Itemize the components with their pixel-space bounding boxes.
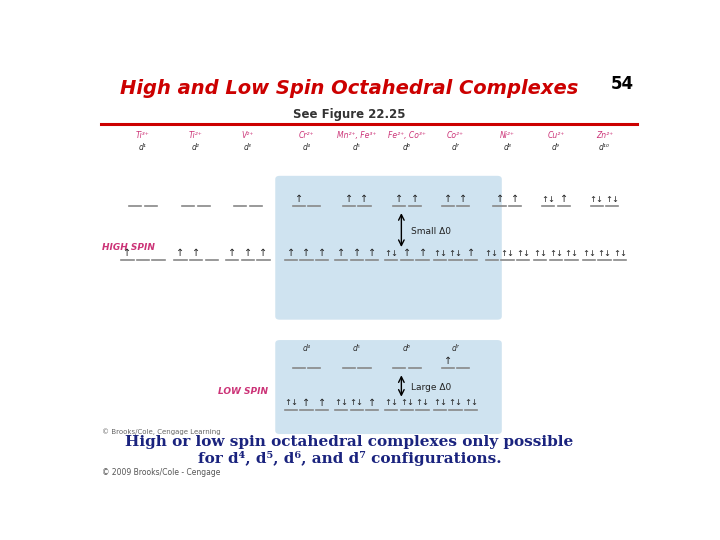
Text: ↑: ↑ <box>192 248 200 258</box>
Text: ↑: ↑ <box>369 398 377 408</box>
Text: ↑: ↑ <box>337 248 345 258</box>
Text: ↑: ↑ <box>244 248 252 258</box>
Text: © Brooks/Cole, Cengage Learning: © Brooks/Cole, Cengage Learning <box>102 428 221 435</box>
Text: ↑: ↑ <box>302 398 310 408</box>
Text: Cr²⁺: Cr²⁺ <box>299 131 314 140</box>
Text: ↑↓: ↑↓ <box>541 194 555 204</box>
Text: ↑: ↑ <box>403 248 411 258</box>
Text: See Figure 22.25: See Figure 22.25 <box>293 109 406 122</box>
Text: ↑↓: ↑↓ <box>549 248 563 258</box>
Text: d⁴: d⁴ <box>302 144 310 152</box>
Text: ↑: ↑ <box>302 248 310 258</box>
Text: ↑↓: ↑↓ <box>564 248 579 258</box>
Text: ↑: ↑ <box>559 194 568 204</box>
Text: ↑↓: ↑↓ <box>433 248 447 258</box>
Text: ↑↓: ↑↓ <box>384 248 398 258</box>
Text: ↑: ↑ <box>176 248 184 258</box>
Text: Co²⁺: Co²⁺ <box>447 131 464 140</box>
Text: ↑: ↑ <box>459 194 467 204</box>
Text: ↑: ↑ <box>318 248 326 258</box>
Text: High or low spin octahedral complexes only possible: High or low spin octahedral complexes on… <box>125 435 574 449</box>
Text: ↑↓: ↑↓ <box>500 248 514 258</box>
Text: ↑: ↑ <box>444 194 451 204</box>
Text: ↑↓: ↑↓ <box>449 248 462 258</box>
Text: LOW SPIN: LOW SPIN <box>218 387 269 396</box>
Text: d¹: d¹ <box>139 144 147 152</box>
Text: Ni²⁺: Ni²⁺ <box>500 131 515 140</box>
Text: ↑↓: ↑↓ <box>534 248 547 258</box>
Text: Cu²⁺: Cu²⁺ <box>547 131 564 140</box>
Text: d⁴: d⁴ <box>302 344 310 353</box>
Text: d⁹: d⁹ <box>552 144 560 152</box>
Text: High and Low Spin Octahedral Complexes: High and Low Spin Octahedral Complexes <box>120 79 579 98</box>
FancyBboxPatch shape <box>275 176 502 320</box>
Text: Fe²⁺, Co³⁺: Fe²⁺, Co³⁺ <box>388 131 426 140</box>
Text: ↑↓: ↑↓ <box>334 399 348 407</box>
Text: ↑: ↑ <box>259 248 268 258</box>
Text: ↑↓: ↑↓ <box>582 248 596 258</box>
Text: ↑↓: ↑↓ <box>384 399 398 407</box>
Text: ↑↓: ↑↓ <box>598 248 611 258</box>
Text: ↑: ↑ <box>345 194 353 204</box>
Text: ↑: ↑ <box>369 248 377 258</box>
Text: d³: d³ <box>244 144 252 152</box>
Text: Small Δ0: Small Δ0 <box>411 227 451 235</box>
Text: d⁵: d⁵ <box>353 344 361 353</box>
Text: d⁶: d⁶ <box>403 344 411 353</box>
Text: ↑: ↑ <box>444 356 451 366</box>
Text: ↑↓: ↑↓ <box>464 399 478 407</box>
FancyBboxPatch shape <box>275 340 502 434</box>
Text: ↑↓: ↑↓ <box>516 248 530 258</box>
Text: d⁷: d⁷ <box>451 144 459 152</box>
Text: ↑↓: ↑↓ <box>613 248 627 258</box>
Text: ↑: ↑ <box>495 194 503 204</box>
Text: Ti³⁺: Ti³⁺ <box>136 131 150 140</box>
Text: ↑↓: ↑↓ <box>449 399 462 407</box>
Text: ↑↓: ↑↓ <box>350 399 364 407</box>
Text: d¹⁰: d¹⁰ <box>599 144 610 152</box>
Text: © 2009 Brooks/Cole - Cengage: © 2009 Brooks/Cole - Cengage <box>102 468 220 477</box>
Text: HIGH SPIN: HIGH SPIN <box>102 243 155 252</box>
Text: ↑: ↑ <box>294 194 302 204</box>
Text: Large Δ0: Large Δ0 <box>411 382 451 392</box>
Text: ↑: ↑ <box>418 248 427 258</box>
Text: Ti²⁺: Ti²⁺ <box>189 131 203 140</box>
Text: ↑↓: ↑↓ <box>433 399 447 407</box>
Text: ↑: ↑ <box>467 248 475 258</box>
Text: ↑: ↑ <box>511 194 519 204</box>
Text: ↑: ↑ <box>228 248 236 258</box>
Text: d⁷: d⁷ <box>451 344 459 353</box>
Text: for d⁴, d⁵, d⁶, and d⁷ configurations.: for d⁴, d⁵, d⁶, and d⁷ configurations. <box>198 451 501 467</box>
Text: ↑↓: ↑↓ <box>606 194 619 204</box>
Text: ↑: ↑ <box>287 248 295 258</box>
Text: ↑↓: ↑↓ <box>590 194 603 204</box>
Text: ↑: ↑ <box>410 194 419 204</box>
Text: d²: d² <box>192 144 200 152</box>
Text: ↑: ↑ <box>361 194 369 204</box>
Text: d⁶: d⁶ <box>403 144 411 152</box>
Text: Zn²⁺: Zn²⁺ <box>596 131 613 140</box>
Text: V²⁺: V²⁺ <box>242 131 254 140</box>
Text: ↑: ↑ <box>353 248 361 258</box>
Text: Mn²⁺, Fe³⁺: Mn²⁺, Fe³⁺ <box>337 131 377 140</box>
Text: d⁵: d⁵ <box>353 144 361 152</box>
Text: ↑: ↑ <box>318 398 326 408</box>
Text: ↑↓: ↑↓ <box>400 399 414 407</box>
Text: ↑: ↑ <box>123 248 132 258</box>
Text: ↑: ↑ <box>395 194 403 204</box>
Text: d⁸: d⁸ <box>503 144 511 152</box>
Text: 54: 54 <box>611 75 634 93</box>
Text: ↑↓: ↑↓ <box>415 399 430 407</box>
Text: ↑↓: ↑↓ <box>485 248 499 258</box>
Text: ↑↓: ↑↓ <box>284 399 298 407</box>
